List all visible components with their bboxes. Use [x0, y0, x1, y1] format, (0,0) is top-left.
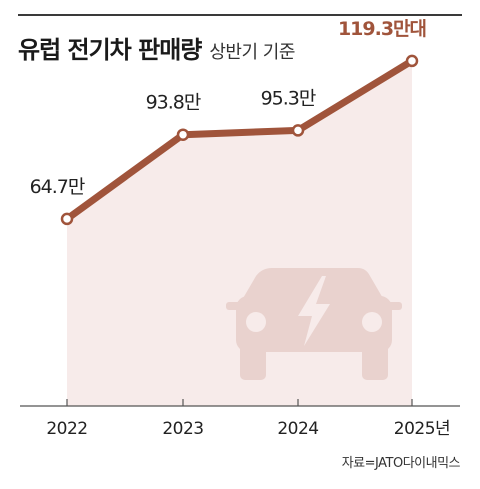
area-fill [67, 60, 412, 407]
x-tick-label: 2022 [46, 419, 87, 439]
top-rule [18, 14, 462, 16]
chart-subtitle: 상반기 기준 [209, 42, 295, 63]
data-point [176, 128, 190, 141]
data-label: 64.7만 [30, 176, 85, 198]
chart-title: 유럽 전기차 판매량 [18, 36, 202, 64]
data-label: 93.8만 [146, 92, 201, 114]
chart-header: 유럽 전기차 판매량 상반기 기준 [18, 30, 295, 65]
data-point [291, 124, 305, 137]
x-tick-label: 2024 [277, 419, 318, 439]
series-line [63, 57, 416, 223]
data-label: 119.3만대 [338, 18, 426, 40]
x-tick-label: 2025년 [394, 419, 450, 439]
electric-car-icon [226, 268, 402, 380]
data-label: 95.3만 [261, 87, 316, 109]
data-point [405, 54, 419, 68]
source-note: 자료=JATO다이내믹스 [341, 456, 461, 471]
data-point [60, 212, 74, 226]
x-tick-label: 2023 [162, 419, 203, 439]
